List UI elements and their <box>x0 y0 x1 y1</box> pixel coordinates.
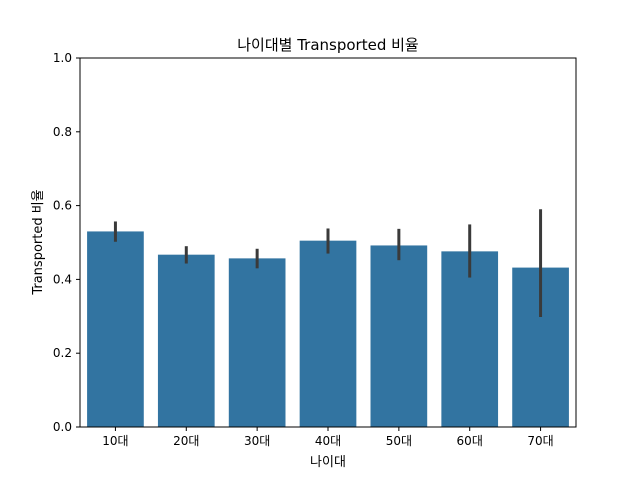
y-tick-label: 0.4 <box>53 272 72 286</box>
axes: 10대 20대 30대 40대 50대 60대 70대 0.0 0.2 0.4 0.6 0.8 1.0 <box>53 51 577 448</box>
x-tick-label: 30대 <box>244 434 270 448</box>
y-tick-label: 0.8 <box>53 125 72 139</box>
chart-title: 나이대별 Transported 비율 <box>237 36 418 54</box>
y-tick-label: 0.0 <box>53 420 72 434</box>
bar-5 <box>370 245 428 427</box>
bar-3 <box>228 258 286 427</box>
axes-frame <box>79 57 577 428</box>
x-tick-label: 20대 <box>173 434 199 448</box>
bar-6 <box>441 251 499 427</box>
bar-2 <box>157 254 215 427</box>
x-tick-label: 40대 <box>315 434 341 448</box>
plot-area <box>87 209 569 427</box>
x-axis-label: 나이대 <box>310 455 346 470</box>
y-tick-label: 0.6 <box>53 199 72 213</box>
x-tick-label: 50대 <box>386 434 412 448</box>
y-axis-label: Transported 비율 <box>31 189 46 295</box>
x-tick-label: 60대 <box>457 434 483 448</box>
y-tick-label: 1.0 <box>53 51 72 65</box>
x-tick-label: 70대 <box>527 434 553 448</box>
bar-4 <box>299 240 357 427</box>
x-tick-label: 10대 <box>102 434 128 448</box>
y-tick-label: 0.2 <box>53 346 72 360</box>
bar-1 <box>87 231 144 427</box>
